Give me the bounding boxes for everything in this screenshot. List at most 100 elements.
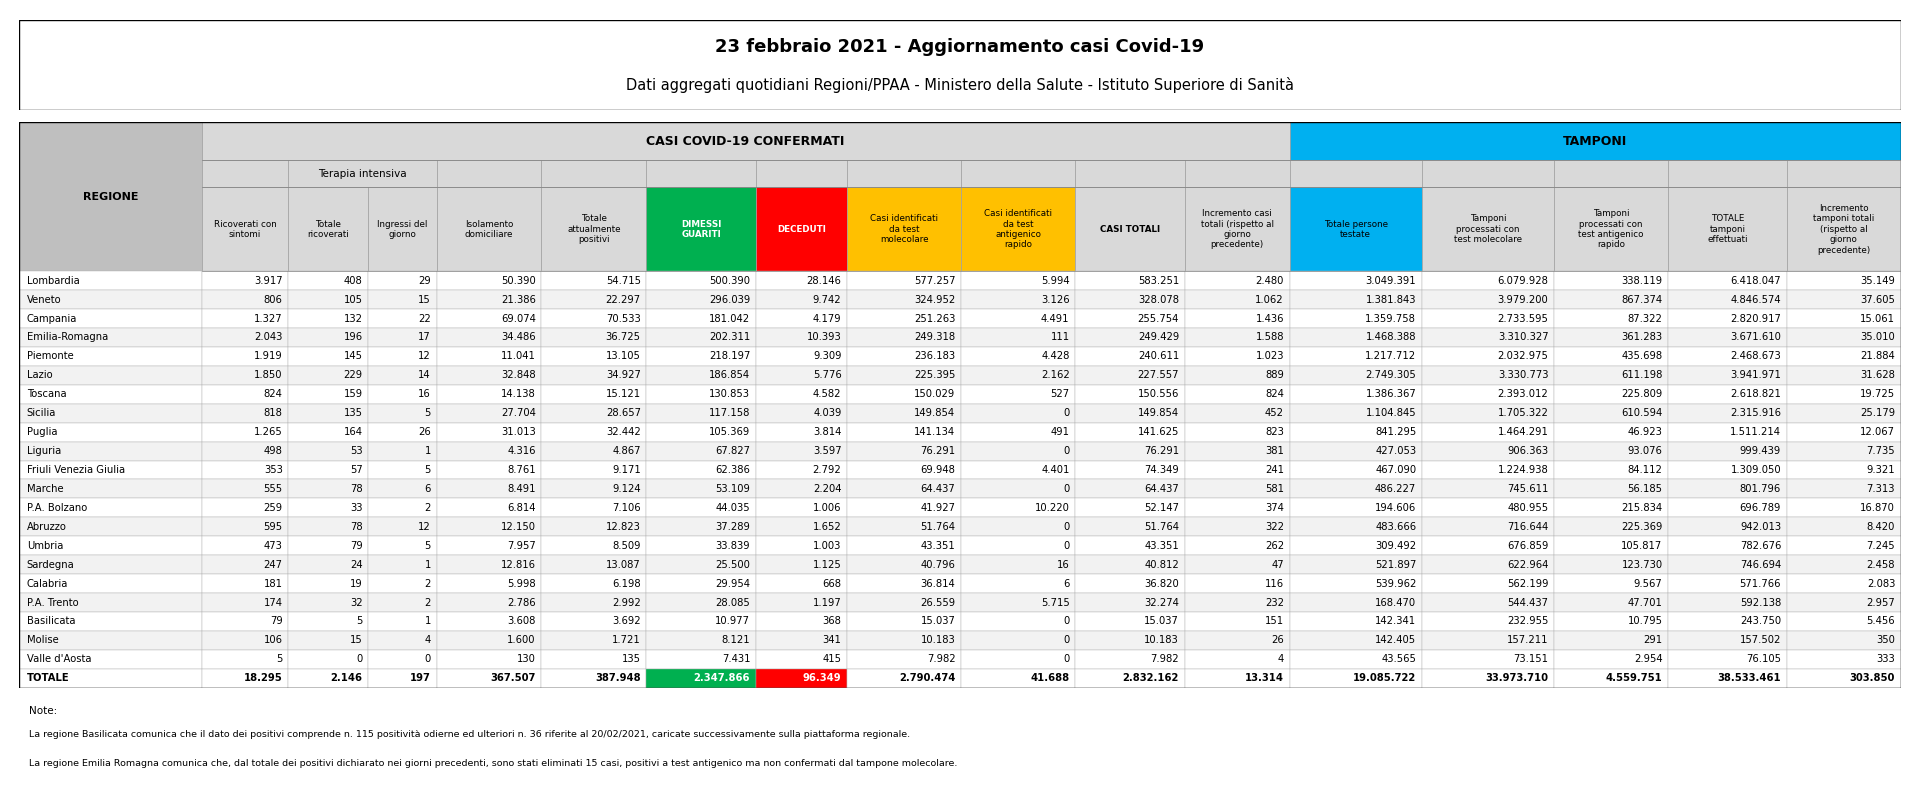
Text: 818: 818 — [263, 408, 282, 418]
Text: 36.820: 36.820 — [1144, 578, 1179, 589]
Text: 247: 247 — [263, 560, 282, 570]
Text: 41.688: 41.688 — [1031, 674, 1069, 683]
Text: 22: 22 — [419, 314, 430, 324]
Bar — [962, 290, 1075, 309]
Text: 1.381.843: 1.381.843 — [1365, 295, 1417, 305]
Bar — [202, 669, 288, 688]
Text: 4.401: 4.401 — [1041, 465, 1069, 475]
Text: 2.347.866: 2.347.866 — [693, 674, 751, 683]
Bar — [647, 631, 756, 650]
Text: 47: 47 — [1271, 560, 1284, 570]
Text: 74.349: 74.349 — [1144, 465, 1179, 475]
Text: 415: 415 — [822, 655, 841, 664]
Text: 696.789: 696.789 — [1740, 503, 1782, 513]
Text: 374: 374 — [1265, 503, 1284, 513]
Bar — [1788, 650, 1901, 669]
Bar — [19, 536, 202, 555]
Bar — [288, 479, 369, 498]
Bar — [369, 650, 436, 669]
Text: 5: 5 — [424, 541, 430, 551]
Bar — [436, 461, 541, 479]
Text: 291: 291 — [1644, 635, 1663, 645]
Bar — [1423, 442, 1553, 461]
Bar — [847, 593, 962, 612]
Text: 527: 527 — [1050, 389, 1069, 399]
Bar — [19, 574, 202, 593]
Text: 151: 151 — [1265, 616, 1284, 626]
Text: 29: 29 — [419, 276, 430, 285]
Bar — [202, 555, 288, 574]
Text: La regione Emilia Romagna comunica che, dal totale dei positivi dichiarato nei g: La regione Emilia Romagna comunica che, … — [29, 759, 956, 768]
Bar — [962, 669, 1075, 688]
Bar — [756, 536, 847, 555]
Text: 69.948: 69.948 — [920, 465, 956, 475]
Bar — [288, 188, 369, 271]
Bar — [436, 536, 541, 555]
Text: 427.053: 427.053 — [1375, 446, 1417, 456]
Text: 1.003: 1.003 — [812, 541, 841, 551]
Bar — [1290, 479, 1423, 498]
Text: 4.491: 4.491 — [1041, 314, 1069, 324]
Bar — [288, 290, 369, 309]
Text: 1.104.845: 1.104.845 — [1365, 408, 1417, 418]
Text: 25.500: 25.500 — [716, 560, 751, 570]
Bar — [369, 404, 436, 423]
Bar — [19, 347, 202, 366]
Text: 2.957: 2.957 — [1866, 597, 1895, 608]
Bar — [19, 328, 202, 347]
Bar — [1668, 366, 1788, 385]
Bar — [436, 328, 541, 347]
Text: 53: 53 — [349, 446, 363, 456]
Bar — [1788, 404, 1901, 423]
Text: 36.814: 36.814 — [922, 578, 956, 589]
Text: 73.151: 73.151 — [1513, 655, 1549, 664]
Bar — [756, 404, 847, 423]
Bar — [1185, 574, 1290, 593]
Bar — [647, 574, 756, 593]
Text: 452: 452 — [1265, 408, 1284, 418]
Text: 21.884: 21.884 — [1860, 351, 1895, 362]
Text: 592.138: 592.138 — [1740, 597, 1782, 608]
Text: Campania: Campania — [27, 314, 77, 324]
Bar — [847, 631, 962, 650]
Bar — [1553, 366, 1668, 385]
Text: Tamponi
processati con
test antigenico
rapido: Tamponi processati con test antigenico r… — [1578, 209, 1644, 249]
Bar — [962, 423, 1075, 442]
Bar — [1788, 385, 1901, 404]
Bar — [202, 366, 288, 385]
Text: 746.694: 746.694 — [1740, 560, 1782, 570]
Text: 50.390: 50.390 — [501, 276, 536, 285]
Text: Basilicata: Basilicata — [27, 616, 75, 626]
Bar — [1668, 631, 1788, 650]
Text: 19.725: 19.725 — [1860, 389, 1895, 399]
Bar — [1788, 517, 1901, 536]
Bar — [1423, 536, 1553, 555]
Text: 841.295: 841.295 — [1375, 427, 1417, 437]
Bar — [1423, 612, 1553, 631]
Text: 435.698: 435.698 — [1620, 351, 1663, 362]
Bar — [202, 479, 288, 498]
Text: 12: 12 — [419, 351, 430, 362]
Text: 225.369: 225.369 — [1620, 522, 1663, 532]
Bar — [288, 160, 436, 188]
Bar — [288, 612, 369, 631]
Text: 4.428: 4.428 — [1041, 351, 1069, 362]
Bar — [647, 442, 756, 461]
Text: 10.183: 10.183 — [922, 635, 956, 645]
Bar — [1668, 188, 1788, 271]
Text: 7.735: 7.735 — [1866, 446, 1895, 456]
Bar — [1553, 536, 1668, 555]
Text: 3.941.971: 3.941.971 — [1730, 370, 1782, 380]
Text: 4.846.574: 4.846.574 — [1730, 295, 1782, 305]
Bar — [962, 404, 1075, 423]
Text: 4.559.751: 4.559.751 — [1605, 674, 1663, 683]
Text: 149.854: 149.854 — [914, 408, 956, 418]
Bar — [1290, 593, 1423, 612]
Bar — [369, 271, 436, 290]
Bar — [369, 188, 436, 271]
Bar — [1185, 593, 1290, 612]
Text: 33: 33 — [349, 503, 363, 513]
Bar — [1290, 442, 1423, 461]
Bar — [1185, 461, 1290, 479]
Bar — [1788, 290, 1901, 309]
